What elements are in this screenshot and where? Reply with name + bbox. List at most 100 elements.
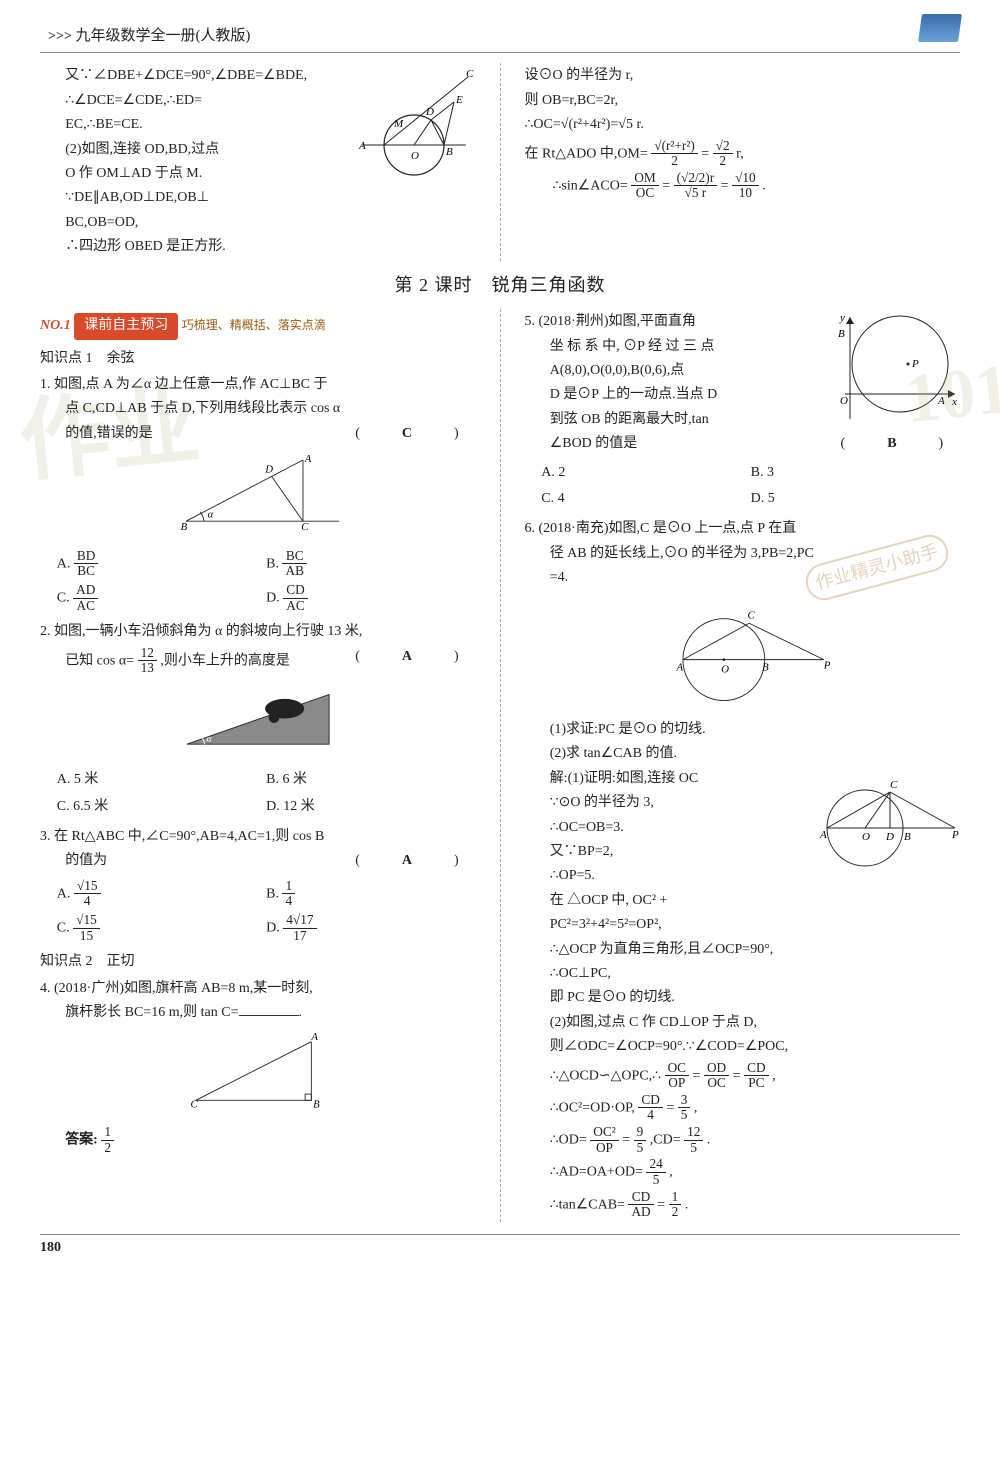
column-divider (500, 63, 501, 260)
svg-text:B: B (446, 146, 453, 158)
svg-text:C: C (890, 779, 898, 791)
q6-solution: ∴△OCD∽△OPC,∴ OCOP = ODOC = CDPC , (525, 1061, 961, 1091)
q3-answer: ( A ) (355, 850, 475, 872)
figure-circle-obed: A B C D E M O (356, 67, 476, 177)
q5-answer: ( B ) (841, 433, 960, 455)
svg-text:A: A (310, 1031, 318, 1042)
q3-stem: 3. 在 Rt△ABC 中,∠C=90°,AB=4,AC=1,则 cos B (40, 826, 476, 848)
svg-text:O: O (411, 150, 419, 162)
q6-solution: 即 PC 是⊙O 的切线. (525, 987, 961, 1009)
svg-text:C: C (748, 609, 756, 621)
q6-part2: (2)求 tan∠CAB 的值. (525, 743, 961, 765)
svg-text:M: M (393, 118, 404, 130)
page-number: 180 (40, 1240, 61, 1255)
knowledge-point-1: 知识点 1 余弦 (40, 348, 476, 370)
page-footer: 180 (40, 1234, 960, 1259)
text-line: ∴四边形 OBED 是正方形. (40, 236, 476, 258)
svg-text:y: y (839, 312, 845, 324)
q3-stem: 的值为 ( A ) (40, 850, 476, 872)
svg-text:α: α (206, 733, 212, 744)
svg-text:O: O (840, 395, 848, 407)
chevron-icon: >>> (48, 26, 72, 48)
text-line: 在 Rt△ADO 中,OM= √(r²+r²)2 = √22 r, (525, 139, 961, 169)
svg-text:C: C (301, 521, 309, 532)
svg-text:A: A (304, 453, 312, 465)
figure-q6b: A O D B P C (810, 768, 960, 878)
q6-solution: PC²=3²+4²=5²=OP², (525, 914, 961, 936)
q6-solution: ∴OC²=OD·OP, CD4 = 35 , (525, 1093, 961, 1123)
svg-text:P: P (911, 358, 919, 370)
text-line: BC,OB=OD, (40, 212, 476, 234)
preview-no: NO.1 (40, 318, 71, 333)
q4-stem: 4. (2018·广州)如图,旗杆高 AB=8 m,某一时刻, (40, 978, 476, 1000)
book-title: 九年级数学全一册(人教版) (75, 28, 250, 44)
q6-solution: ∴OC⊥PC, (525, 963, 961, 985)
q6-solution: ∴tan∠CAB= CDAD = 12 . (525, 1190, 961, 1220)
q5-stem: ∠BOD 的值是 ( B ) (525, 433, 961, 455)
q4-stem: 旗杆影长 BC=16 m,则 tan C=. (40, 1002, 476, 1024)
preview-subtitle: 巧梳理、精概括、落实点滴 (182, 318, 326, 332)
svg-text:C: C (190, 1099, 198, 1110)
knowledge-point-2: 知识点 2 正切 (40, 951, 476, 973)
q6-solution: 在 △OCP 中, OC² + (525, 890, 961, 912)
figure-q2: α (40, 682, 476, 762)
top-columns: A B C D E M O 又∵∠DBE+∠DCE=90°,∠DBE=∠BDE,… (40, 63, 960, 260)
q4-answer: 答案: 12 (40, 1125, 476, 1155)
right-col: 101 作业精灵小助手 x y O A B P 5. (2018·荆州)如图,平… (525, 309, 961, 1221)
q6-part1: (1)求证:PC 是⊙O 的切线. (525, 719, 961, 741)
svg-text:B: B (904, 831, 911, 843)
svg-text:D: D (885, 831, 894, 843)
figure-q4: C B A (40, 1031, 476, 1119)
q5-options: A. 2B. 3 C. 4D. 5 (541, 460, 960, 513)
svg-text:P: P (951, 829, 959, 841)
text-line: 则 OB=r,BC=2r, (525, 90, 961, 112)
svg-text:B: B (313, 1099, 320, 1110)
svg-text:B: B (180, 521, 187, 532)
svg-text:A: A (819, 829, 827, 841)
svg-text:O: O (721, 663, 729, 675)
svg-text:C: C (466, 68, 474, 80)
q6-solution: ∴△OCP 为直角三角形,且∠OCP=90°, (525, 939, 961, 961)
lesson-title: 第 2 课时 锐角三角函数 (40, 271, 960, 300)
q4-blank (239, 1002, 299, 1016)
figure-q6a: A O B P C (525, 596, 961, 713)
q6-stem: 6. (2018·南充)如图,C 是⊙O 上一点,点 P 在直 (525, 518, 961, 540)
q6-solution: ∴AD=OA+OD= 245 , (525, 1157, 961, 1187)
svg-text:A: A (358, 140, 366, 152)
svg-text:D: D (425, 106, 434, 118)
figure-q1: B C A D α (40, 451, 476, 540)
q2-answer: ( A ) (355, 646, 475, 668)
q2-stem: 已知 cos α= 1213 ,则小车上升的高度是 ( A ) (40, 646, 476, 676)
q2-stem: 2. 如图,一辆小车沿倾斜角为 α 的斜坡向上行驶 13 米, (40, 621, 476, 643)
q6-solution: 则∠ODC=∠OCP=90°.∵∠COD=∠POC, (525, 1036, 961, 1058)
q6-solution: ∴OD= OC²OP = 95 ,CD= 125 . (525, 1125, 961, 1155)
preview-heading: NO.1 课前自主预习 巧梳理、精概括、落实点滴 (40, 313, 476, 339)
q1-stem: 1. 如图,点 A 为∠α 边上任意一点,作 AC⊥BC 于 (40, 374, 476, 396)
svg-text:x: x (951, 396, 957, 408)
book-icon (918, 14, 962, 42)
svg-text:D: D (264, 464, 273, 476)
q3-options: A. √154 B. 14 C. √1515 D. 4√1717 (57, 877, 476, 946)
main-columns: NO.1 课前自主预习 巧梳理、精概括、落实点滴 知识点 1 余弦 1. 如图,… (40, 309, 960, 1221)
svg-text:A: A (937, 395, 945, 407)
preview-label: 课前自主预习 (74, 313, 178, 339)
svg-text:α: α (207, 509, 213, 521)
left-col: NO.1 课前自主预习 巧梳理、精概括、落实点滴 知识点 1 余弦 1. 如图,… (40, 309, 476, 1221)
text-line: 设⊙O 的半径为 r, (525, 65, 961, 87)
top-right-col: 设⊙O 的半径为 r, 则 OB=r,BC=2r, ∴OC=√(r²+4r²)=… (525, 63, 961, 260)
page-header: >>> 九年级数学全一册(人教版) (40, 20, 960, 53)
svg-text:B: B (838, 328, 845, 340)
q1-options: A. BDBC B. BCAB C. ADAC D. CDAC (57, 547, 476, 616)
svg-text:P: P (823, 659, 831, 671)
text-line: ∴OC=√(r²+4r²)=√5 r. (525, 114, 961, 136)
svg-text:B: B (762, 661, 769, 673)
svg-text:O: O (862, 831, 870, 843)
q1-answer: ( C ) (355, 423, 475, 445)
text-line: ∴sin∠ACO= OMOC = (√2/2)r√5 r = √1010 . (525, 171, 961, 201)
q1-stem: 点 C,CD⊥AB 于点 D,下列用线段比表示 cos α (40, 398, 476, 420)
text-line: ∵DE∥AB,OD⊥DE,OB⊥ (40, 187, 476, 209)
q1-stem: 的值,错误的是 ( C ) (40, 423, 476, 445)
figure-q5: x y O A B P (830, 309, 960, 429)
column-divider (500, 309, 501, 1221)
q2-options: A. 5 米B. 6 米 C. 6.5 米D. 12 米 (57, 767, 476, 820)
